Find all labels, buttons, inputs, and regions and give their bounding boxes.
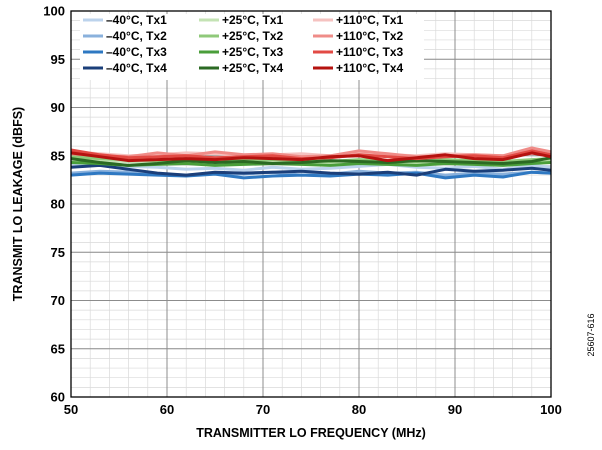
legend-label: +25°C, Tx3 — [222, 45, 283, 59]
x-tick-label: 80 — [352, 402, 366, 417]
series-line-8 — [70, 156, 552, 167]
x-tick-label: 60 — [160, 402, 174, 417]
series-lines — [70, 146, 552, 180]
y-tick-label: 60 — [51, 390, 65, 405]
legend-label: +110°C, Tx3 — [336, 45, 404, 59]
legend-label: –40°C, Tx2 — [106, 29, 167, 43]
y-tick-label: 75 — [51, 245, 65, 260]
y-tick-label: 90 — [51, 100, 65, 115]
legend-label: –40°C, Tx1 — [106, 13, 167, 27]
legend-background — [80, 14, 424, 80]
y-tick-label: 70 — [51, 293, 65, 308]
x-tick-label: 100 — [540, 402, 562, 417]
x-axis-title: TRANSMITTER LO FREQUENCY (MHz) — [196, 426, 426, 440]
y-tick-label: 80 — [51, 197, 65, 212]
series-line-3 — [70, 170, 552, 180]
figure-id: 25607-616 — [586, 313, 596, 356]
y-tick-label: 65 — [51, 341, 65, 356]
series-line-1 — [70, 162, 552, 172]
y-tick-label: 85 — [51, 148, 65, 163]
x-tick-label: 70 — [256, 402, 270, 417]
legend-label: –40°C, Tx4 — [106, 61, 167, 75]
legend-label: +110°C, Tx1 — [336, 13, 404, 27]
legend-label: +110°C, Tx4 — [336, 61, 404, 75]
y-axis-title: TRANSMIT LO LEAKAGE (dBFS) — [11, 107, 25, 301]
y-tick-label: 100 — [43, 4, 65, 19]
legend-label: +25°C, Tx1 — [222, 13, 283, 27]
legend-label: –40°C, Tx3 — [106, 45, 167, 59]
y-tick-label: 95 — [51, 52, 65, 67]
legend: –40°C, Tx1 –40°C, Tx2 –40°C, Tx3 –40°C, Tx4… — [80, 13, 424, 80]
plot-frame — [70, 10, 552, 398]
x-tick-label: 50 — [64, 402, 78, 417]
series-line-4 — [70, 163, 552, 177]
legend-label: +110°C, Tx2 — [336, 29, 404, 43]
legend-label: +25°C, Tx4 — [222, 61, 283, 75]
x-tick-label: 90 — [448, 402, 462, 417]
series-line-12 — [70, 151, 552, 163]
legend-label: +25°C, Tx2 — [222, 29, 283, 43]
plot-border — [70, 10, 552, 398]
